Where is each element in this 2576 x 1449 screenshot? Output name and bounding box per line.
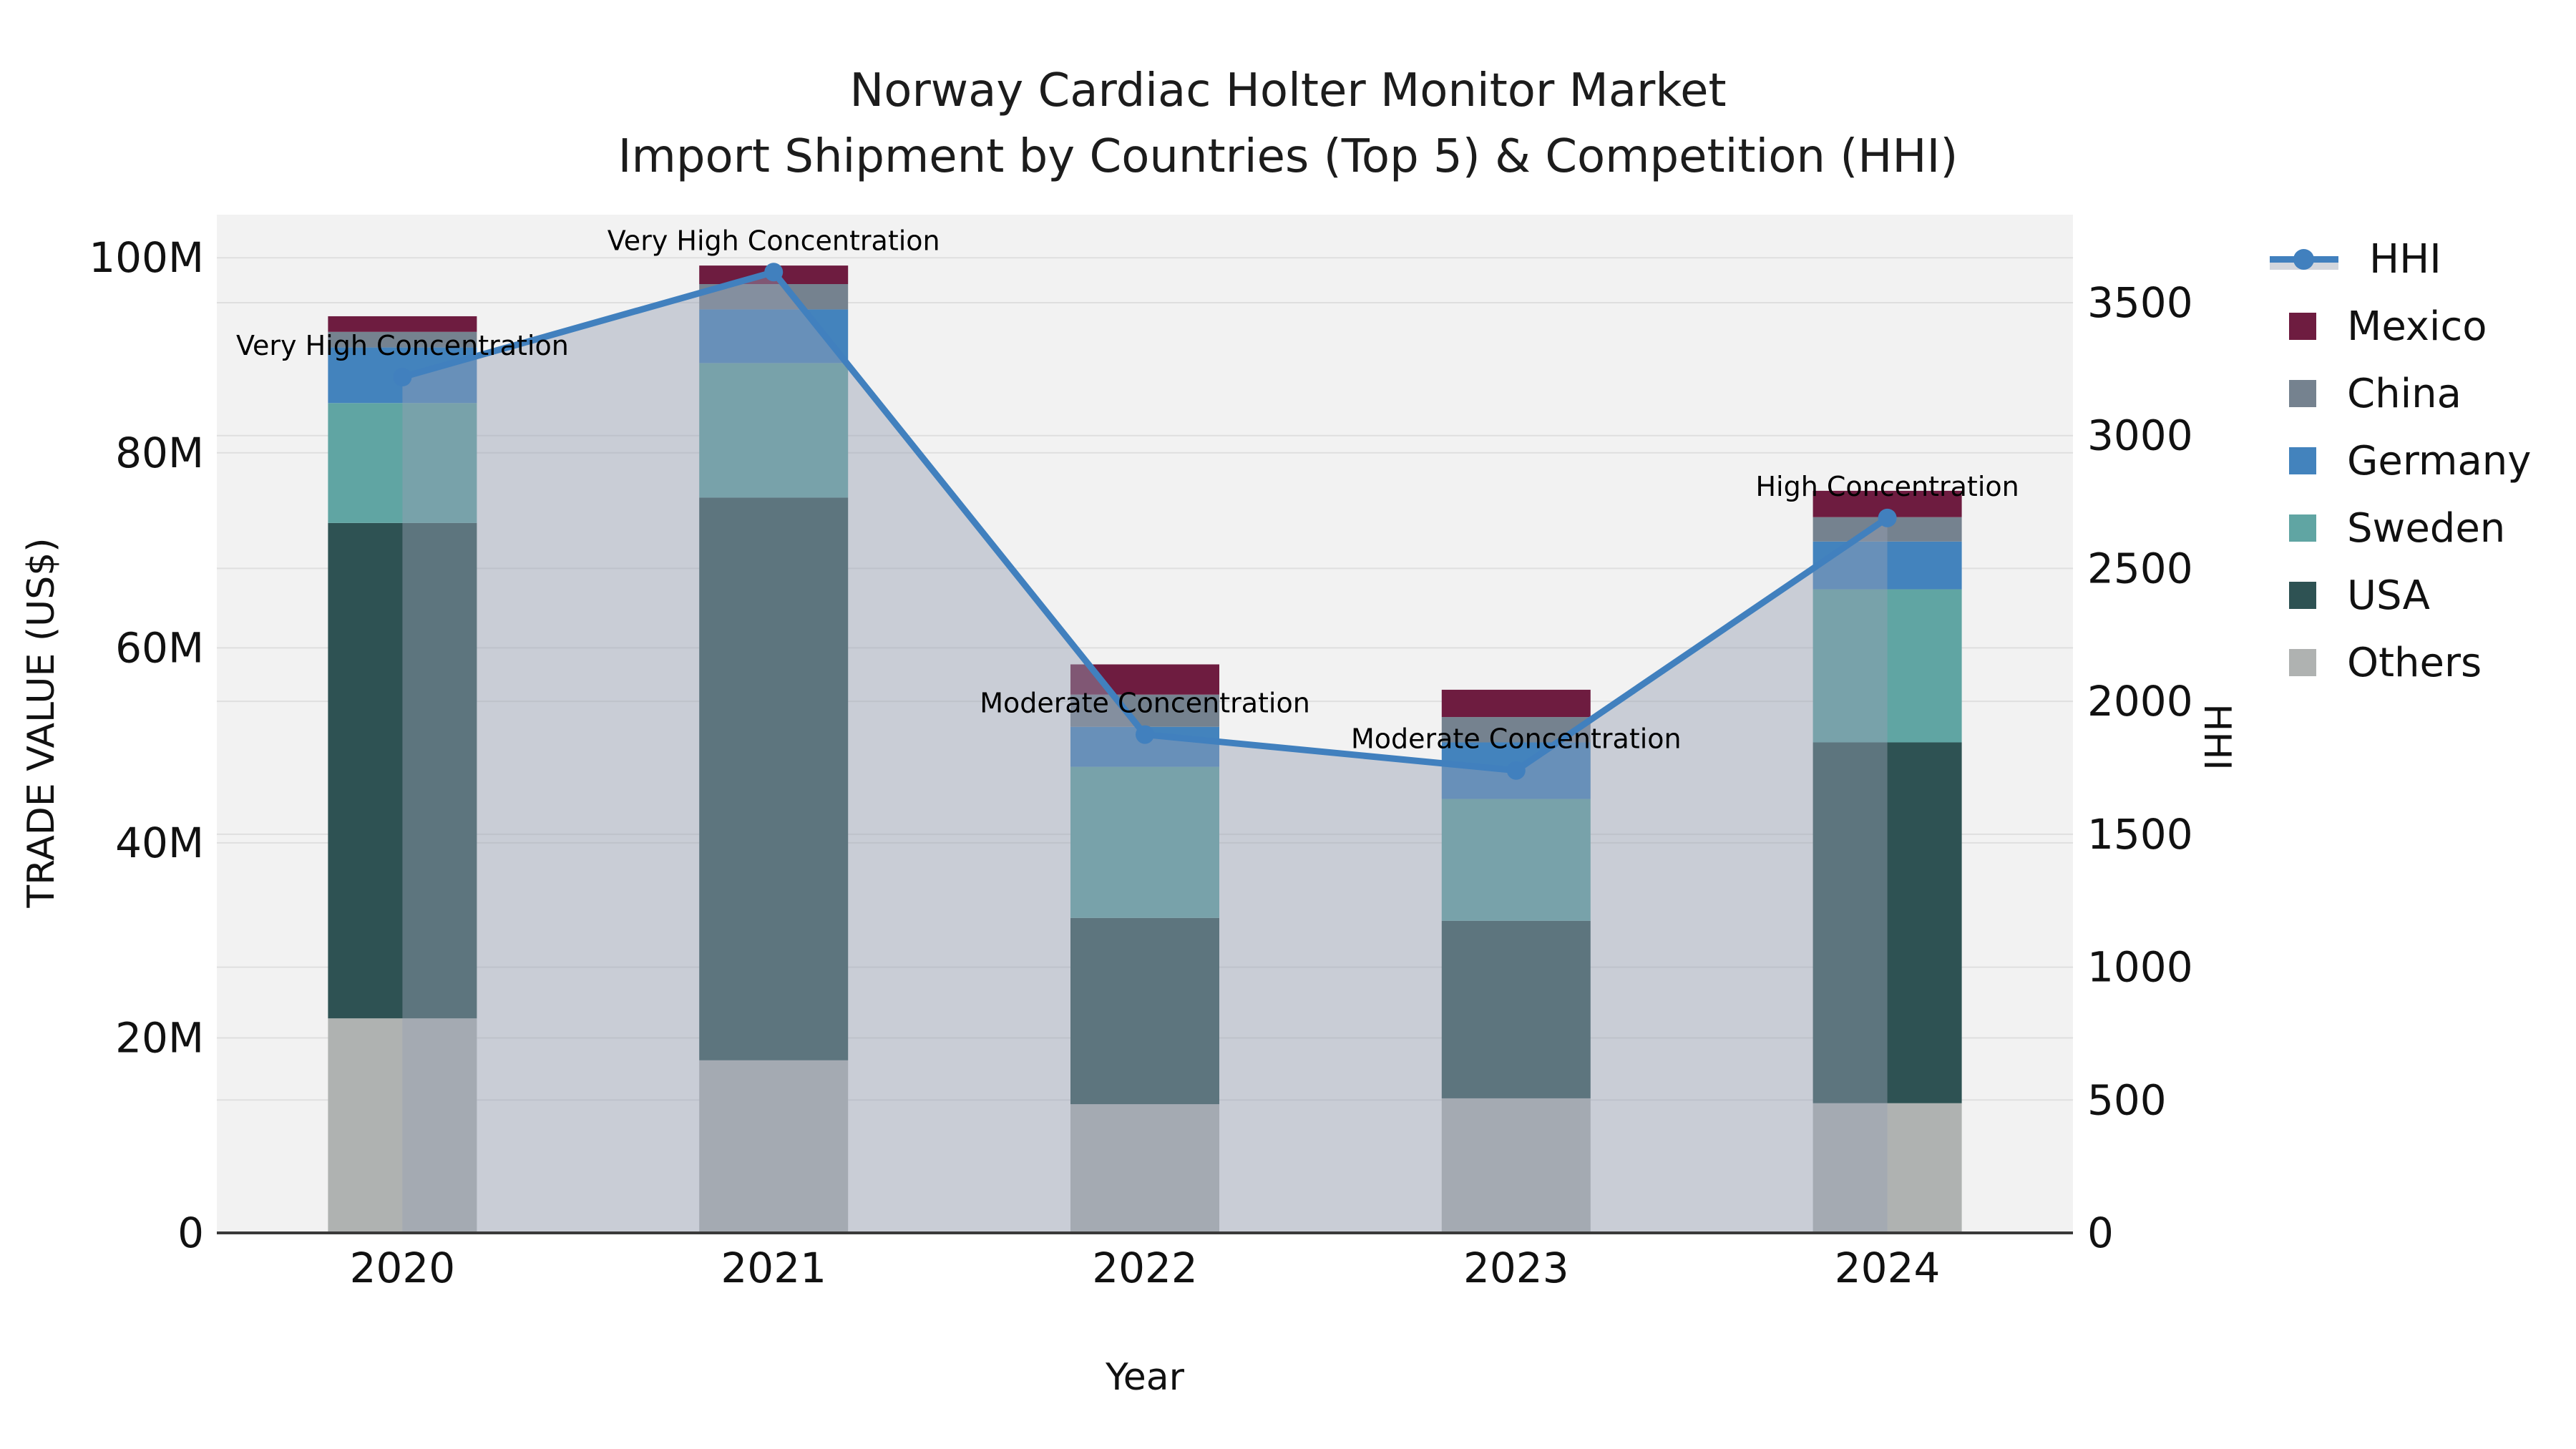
legend-swatch-germany bbox=[2289, 447, 2316, 474]
x-tick-2021: 2021 bbox=[721, 1244, 826, 1292]
hhi-annotation-2021: Very High Concentration bbox=[608, 225, 940, 256]
bar-segment-2024-others bbox=[1813, 1103, 1962, 1233]
chart-title-line-2: Import Shipment by Countries (Top 5) & C… bbox=[618, 130, 1958, 183]
legend-swatch-mexico bbox=[2289, 313, 2316, 340]
legend-label-hhi: HHI bbox=[2369, 235, 2441, 283]
y-right-tick-2000: 2000 bbox=[2087, 677, 2193, 726]
y-right-tick-2500: 2500 bbox=[2087, 544, 2193, 592]
legend: HHI Mexico China Germany Sweden USA Others bbox=[2270, 225, 2531, 696]
bar-segment-2020-china bbox=[328, 331, 477, 348]
legend-item-sweden: Sweden bbox=[2270, 494, 2531, 562]
legend-label-mexico: Mexico bbox=[2347, 303, 2487, 350]
x-tick-2022: 2022 bbox=[1092, 1244, 1198, 1292]
y-left-tick-40M: 40M bbox=[115, 819, 204, 867]
y-axis-left-label: TRADE VALUE (US$) bbox=[20, 537, 63, 908]
legend-label-sweden: Sweden bbox=[2347, 504, 2506, 552]
bar-segment-2022-others bbox=[1070, 1104, 1219, 1233]
hhi-marker-2024 bbox=[1878, 508, 1897, 527]
hhi-marker-2020 bbox=[393, 368, 412, 386]
legend-swatch-china bbox=[2289, 380, 2316, 407]
hhi-annotation-2022: Moderate Concentration bbox=[980, 688, 1310, 719]
bar-segment-2023-usa bbox=[1441, 920, 1591, 1098]
hhi-marker-2023 bbox=[1506, 761, 1526, 780]
y-left-tick-0: 0 bbox=[177, 1209, 204, 1257]
x-tick-2024: 2024 bbox=[1835, 1244, 1941, 1292]
legend-item-mexico: Mexico bbox=[2270, 293, 2531, 360]
legend-swatch-sweden bbox=[2289, 514, 2316, 542]
bar-segment-2020-others bbox=[328, 1018, 477, 1233]
hhi-area-fill bbox=[402, 272, 1888, 1234]
hhi-marker-2022 bbox=[1136, 725, 1154, 744]
bar-segment-2020-sweden bbox=[328, 403, 477, 523]
legend-item-hhi: HHI bbox=[2270, 225, 2531, 293]
bar-segment-2020-mexico bbox=[328, 316, 477, 332]
x-axis-label: Year bbox=[1105, 1356, 1185, 1399]
bar-segment-2023-others bbox=[1441, 1098, 1591, 1233]
bar-segment-2023-mexico bbox=[1441, 689, 1591, 718]
y-left-tick-60M: 60M bbox=[115, 623, 204, 672]
bar-segment-2021-sweden bbox=[699, 363, 849, 498]
y-right-tick-3000: 3000 bbox=[2087, 411, 2193, 460]
x-tick-2020: 2020 bbox=[350, 1244, 456, 1292]
bar-segment-2022-china bbox=[1070, 694, 1219, 727]
bar-segment-2024-sweden bbox=[1813, 589, 1962, 743]
legend-label-others: Others bbox=[2347, 639, 2482, 686]
legend-label-germany: Germany bbox=[2347, 437, 2532, 484]
legend-item-others: Others bbox=[2270, 629, 2531, 696]
bar-segment-2021-others bbox=[699, 1060, 849, 1233]
bar-segment-2021-usa bbox=[699, 497, 849, 1060]
y-right-tick-3500: 3500 bbox=[2087, 278, 2193, 327]
bar-segment-2020-usa bbox=[328, 522, 477, 1019]
legend-item-germany: Germany bbox=[2270, 427, 2531, 494]
bar-segment-2022-usa bbox=[1070, 917, 1219, 1105]
hhi-annotation-2023: Moderate Concentration bbox=[1351, 723, 1682, 755]
bar-segment-2022-sweden bbox=[1070, 766, 1219, 918]
y-axis-right-label: HHI bbox=[2195, 703, 2238, 771]
y-right-tick-0: 0 bbox=[2087, 1209, 2114, 1257]
legend-item-usa: USA bbox=[2270, 562, 2531, 629]
y-right-tick-1500: 1500 bbox=[2087, 810, 2193, 859]
y-right-tick-1000: 1000 bbox=[2087, 943, 2193, 992]
y-right-tick-500: 500 bbox=[2087, 1075, 2167, 1124]
legend-label-usa: USA bbox=[2347, 572, 2430, 619]
bar-segment-2023-sweden bbox=[1441, 799, 1591, 921]
legend-item-china: China bbox=[2270, 360, 2531, 427]
legend-swatch-usa bbox=[2289, 582, 2316, 609]
legend-label-china: China bbox=[2347, 370, 2462, 417]
y-left-tick-80M: 80M bbox=[115, 429, 204, 477]
hhi-annotation-2024: High Concentration bbox=[1755, 471, 2019, 502]
hhi-marker-2021 bbox=[764, 263, 784, 282]
y-left-tick-20M: 20M bbox=[115, 1013, 204, 1062]
y-left-tick-100M: 100M bbox=[89, 233, 204, 282]
chart-title-line-1: Norway Cardiac Holter Monitor Market bbox=[849, 64, 1727, 117]
x-tick-2023: 2023 bbox=[1463, 1244, 1569, 1292]
legend-hhi-line-icon bbox=[2270, 245, 2338, 273]
hhi-annotation-2020: Very High Concentration bbox=[236, 330, 569, 361]
legend-swatch-others bbox=[2289, 649, 2316, 676]
bar-segment-2024-usa bbox=[1813, 742, 1962, 1103]
